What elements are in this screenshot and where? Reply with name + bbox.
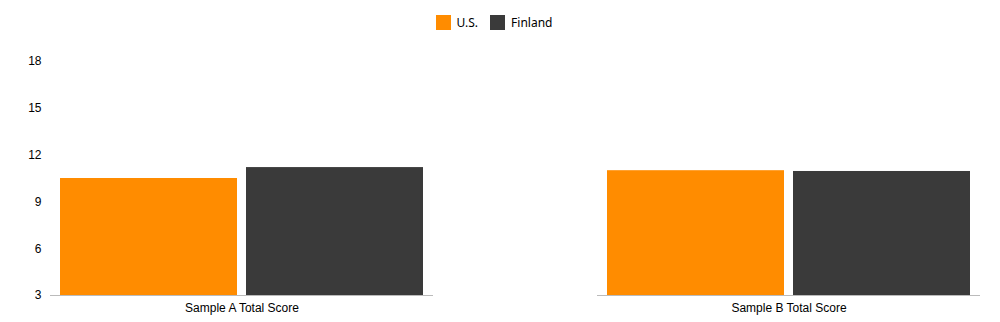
svg-text:3: 3 [35,288,42,302]
svg-text:12: 12 [28,148,42,162]
svg-text:6: 6 [35,242,42,256]
svg-text:18: 18 [28,54,42,68]
svg-text:9: 9 [35,195,42,209]
svg-text:Sample A Total Score: Sample A Total Score [185,301,299,315]
html-text:Finland: Finland [511,14,553,31]
svg-text:Sample B Total Score: Sample B Total Score [731,301,846,315]
svg-text:15: 15 [28,101,42,115]
html-text:U.S.: U.S. [456,14,479,31]
